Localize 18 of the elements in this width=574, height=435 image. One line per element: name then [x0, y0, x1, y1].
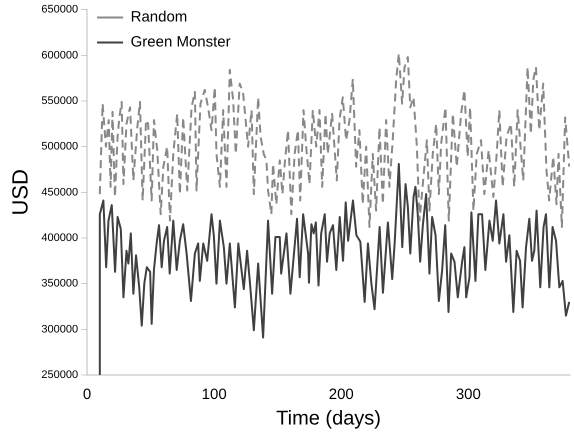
- y-tick-label: 450000: [41, 186, 78, 198]
- legend-label: Green Monster: [130, 34, 231, 51]
- legend-label: Random: [130, 8, 188, 26]
- line-series: [98, 52, 570, 228]
- x-tick-label: 0: [82, 386, 92, 404]
- x-tick-label: 300: [456, 386, 481, 404]
- y-tick-label: 250000: [41, 369, 78, 382]
- x-tick-label: 100: [202, 386, 227, 404]
- x-axis-title: Time (days): [276, 408, 381, 430]
- y-tick-label: 500000: [41, 140, 78, 153]
- y-tick-label: 400000: [41, 232, 78, 244]
- y-axis-title: USD: [7, 169, 32, 216]
- y-tick-label: 550000: [41, 94, 78, 107]
- y-tick-label: 300000: [41, 323, 78, 336]
- y-tick-label: 350000: [41, 278, 78, 290]
- y-tick-label: 600000: [41, 49, 78, 62]
- x-tick-label: 200: [328, 386, 354, 404]
- y-tick-label: 650000: [41, 4, 78, 16]
